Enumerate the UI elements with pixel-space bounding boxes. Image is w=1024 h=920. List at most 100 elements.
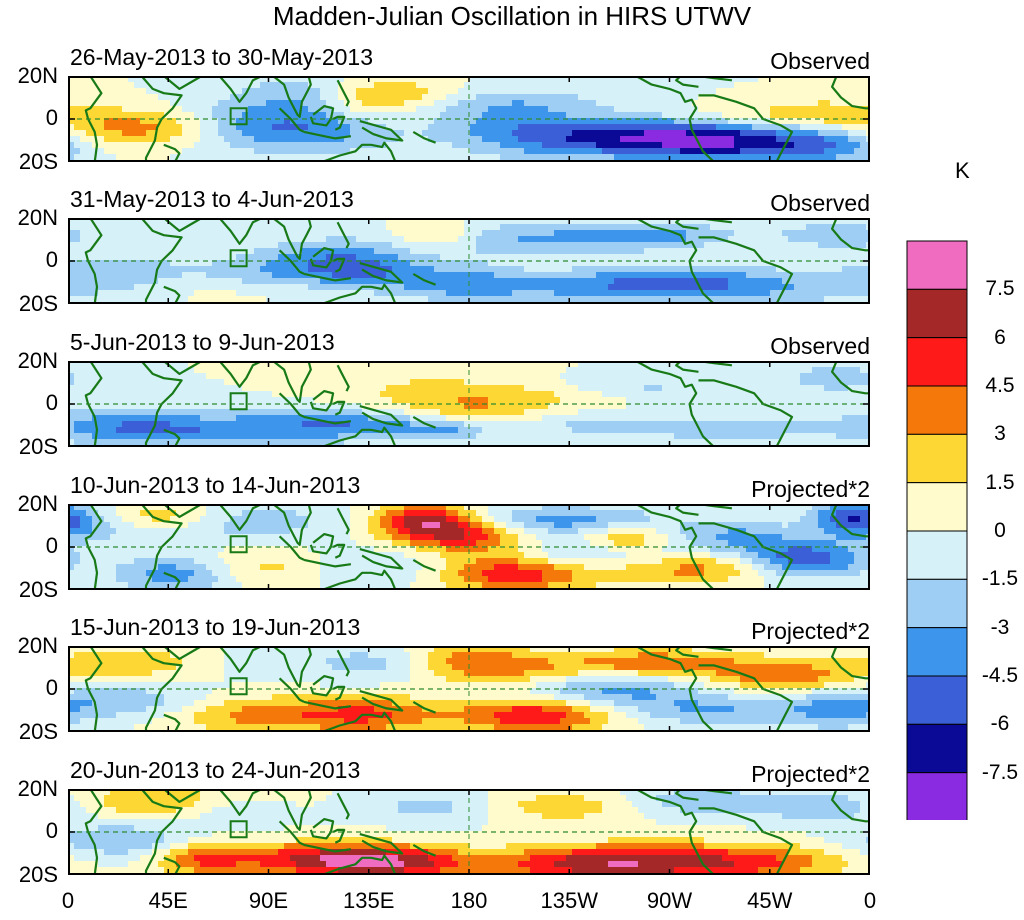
field-cell [740,224,747,231]
field-cell [404,284,411,291]
field-cell [374,397,381,404]
field-cell [680,254,687,261]
field-cell [86,142,93,149]
field-cell [476,218,483,225]
field-cell [530,142,537,149]
field-cell [590,272,597,279]
field-cell [740,367,747,374]
coastline [140,76,183,162]
field-cell [752,112,759,119]
field-cell [770,136,777,143]
field-cell [824,148,831,155]
field-cell [704,124,711,131]
field-cell [662,82,669,89]
field-cell [272,100,279,107]
field-cell [734,391,741,398]
field-cell [86,88,93,95]
field-cell [272,391,279,398]
field-cell [428,391,435,398]
field-cell [530,266,537,273]
field-cell [356,296,363,303]
field-cell [554,82,561,89]
field-cell [524,76,531,83]
field-cell [158,130,165,137]
field-cell [302,142,309,149]
field-cell [818,254,825,261]
field-cell [806,112,813,119]
field-cell [584,296,591,303]
field-cell [254,385,261,392]
field-cell [710,296,717,303]
field-cell [746,106,753,113]
field-cell [386,260,393,267]
field-cell [80,284,87,291]
field-cell [212,106,219,113]
field-cell [680,296,687,303]
field-cell [812,284,819,291]
field-cell [98,391,105,398]
field-cell [188,76,195,83]
field-cell [356,112,363,119]
field-cell [74,88,81,95]
field-cell [500,391,507,398]
field-cell [218,266,225,273]
field-cell [362,385,369,392]
field-cell [296,230,303,237]
field-cell [758,76,765,83]
field-cell [386,242,393,249]
field-cell [134,373,141,380]
field-cell [506,82,513,89]
field-cell [620,124,627,131]
field-cell [662,154,669,161]
field-cell [620,391,627,398]
field-cell [206,88,213,95]
field-cell [128,82,135,89]
field-cell [194,397,201,404]
field-cell [776,284,783,291]
field-cell [686,124,693,131]
field-cell [278,142,285,149]
field-cell [290,218,297,225]
field-cell [134,361,141,368]
field-cell [578,230,585,237]
field-cell [530,230,537,237]
field-cell [356,236,363,243]
field-cell [86,136,93,143]
field-cell [608,272,615,279]
field-cell [524,224,531,231]
field-cell [344,130,351,137]
field-cell [788,385,795,392]
field-cell [80,242,87,249]
field-cell [758,278,765,285]
field-cell [824,142,831,149]
field-cell [176,100,183,107]
field-cell [440,82,447,89]
field-cell [560,266,567,273]
field-cell [776,290,783,297]
field-cell [830,266,837,273]
field-cell [854,385,861,392]
field-cell [416,272,423,279]
field-cell [698,254,705,261]
field-cell [464,94,471,101]
field-cell [356,148,363,155]
field-cell [128,254,135,261]
field-cell [626,361,633,368]
field-cell [560,278,567,285]
field-cell [824,82,831,89]
field-cell [812,230,819,237]
field-cell [200,254,207,261]
field-cell [506,130,513,137]
field-cell [686,94,693,101]
field-cell [848,266,855,273]
field-cell [692,148,699,155]
field-cell [302,88,309,95]
field-cell [602,379,609,386]
field-cell [524,106,531,113]
field-cell [356,284,363,291]
field-cell [338,248,345,255]
field-cell [146,142,153,149]
field-cell [422,130,429,137]
field-cell [740,361,747,368]
field-cell [764,230,771,237]
